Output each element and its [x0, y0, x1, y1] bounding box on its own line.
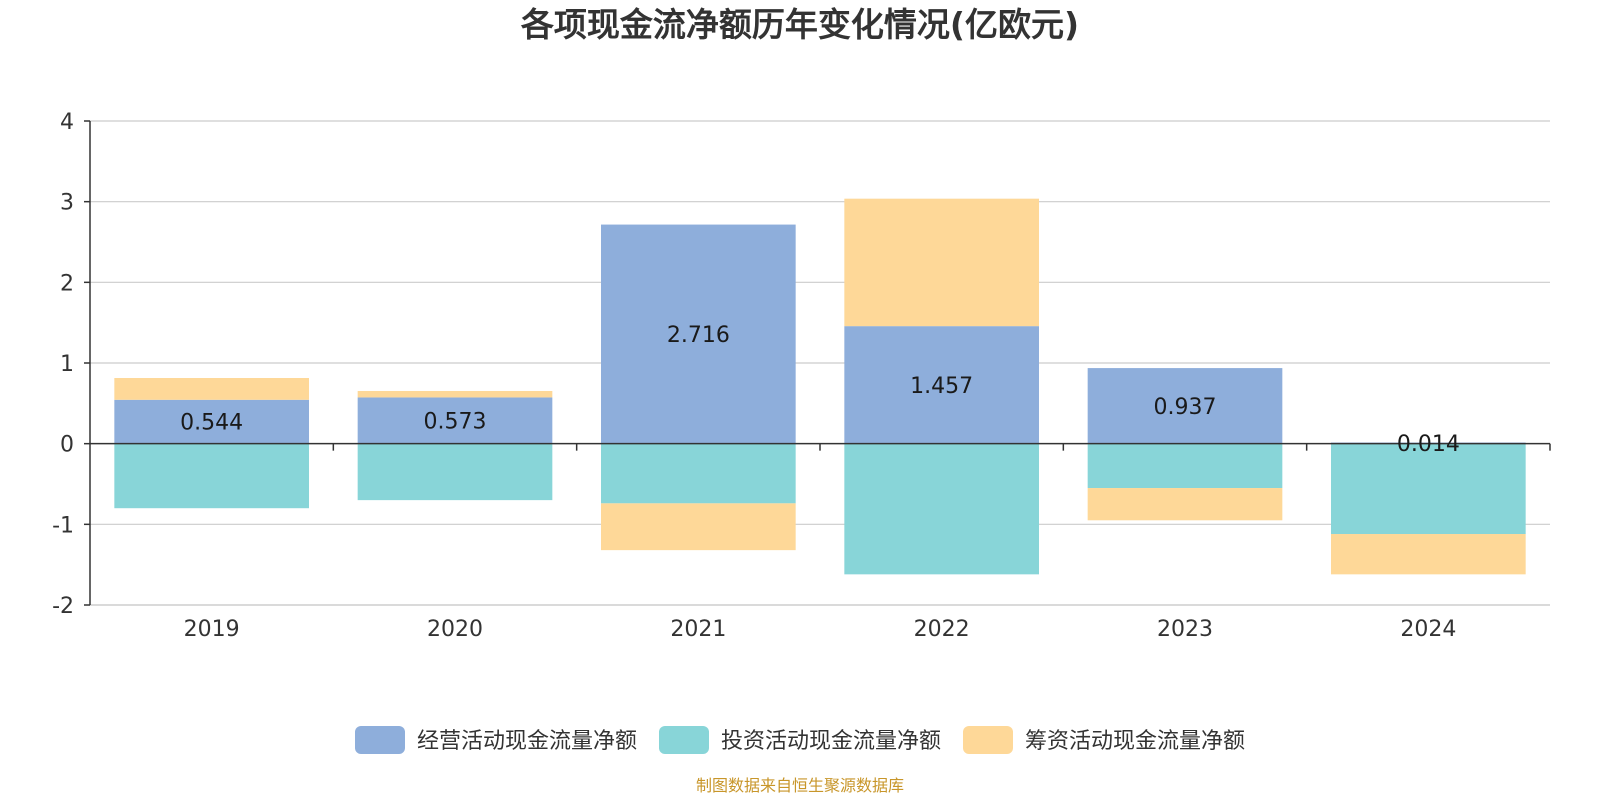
bars: [114, 198, 1526, 575]
data-label-2020: 0.573: [424, 410, 487, 435]
bar-2019: [114, 378, 309, 400]
chart-title: 各项现金流净额历年变化情况(亿欧元): [520, 5, 1079, 44]
bar-2020: [357, 390, 553, 398]
bar-2024: [1331, 534, 1526, 575]
tick-labels: 4 3 2 1 0 -1 -2 2019 2020 2021 2022 2023 2024: [52, 110, 1456, 642]
x-tick-label: 2023: [1157, 617, 1213, 642]
bar-2019: [114, 443, 309, 509]
axes: [84, 120, 1551, 606]
bar-2022: [844, 326, 1039, 444]
y-tick-label: 3: [60, 191, 74, 216]
source-note: 制图数据来自恒生聚源数据库: [696, 776, 904, 795]
x-tick-label: 2019: [184, 617, 240, 642]
grid: [90, 120, 1550, 606]
y-tick-label: 2: [60, 271, 74, 296]
y-tick-label: -2: [52, 594, 74, 619]
y-tick-label: 0: [60, 433, 74, 458]
bar-2023: [1087, 488, 1283, 521]
legend-label: 经营活动现金流量净额: [417, 729, 637, 754]
x-tick-label: 2021: [670, 617, 726, 642]
data-label-2021: 2.716: [667, 323, 730, 348]
data-label-2022: 1.457: [910, 374, 973, 399]
y-tick-label: -1: [52, 513, 74, 538]
legend-swatch: [963, 726, 1014, 754]
data-label-2019: 0.544: [180, 411, 243, 436]
bar-2020: [357, 443, 553, 501]
x-tick-label: 2022: [914, 617, 970, 642]
bar-2021: [601, 224, 796, 444]
bar-2019: [114, 399, 309, 444]
legend-label: 投资活动现金流量净额: [721, 729, 941, 754]
legend: 经营活动现金流量净额 投资活动现金流量净额 筹资活动现金流量净额: [354, 726, 1245, 754]
bar-2024: [1331, 443, 1526, 535]
data-label-2023: 0.937: [1154, 395, 1217, 420]
bar-2021: [601, 443, 796, 504]
bar-2023: [1087, 368, 1283, 444]
data-labels: 0.544 0.573 2.716 1.457 0.937 0.014: [180, 323, 1460, 457]
y-tick-label: 1: [60, 352, 74, 377]
bar-2023: [1087, 443, 1283, 489]
x-tick-label: 2020: [427, 617, 483, 642]
bar-2022: [844, 198, 1039, 327]
bar-2020: [357, 397, 553, 444]
data-label-2024: 0.014: [1397, 432, 1460, 457]
legend-label: 筹资活动现金流量净额: [1025, 729, 1245, 754]
legend-swatch: [658, 726, 709, 754]
x-tick-label: 2024: [1400, 617, 1456, 642]
legend-swatch: [354, 726, 405, 754]
bar-2022: [844, 443, 1039, 575]
bar-2021: [601, 503, 796, 551]
y-tick-label: 4: [60, 110, 74, 135]
